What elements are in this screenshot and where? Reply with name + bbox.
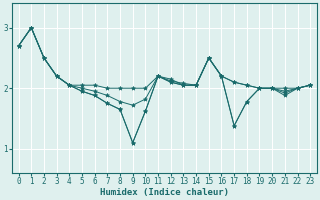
- X-axis label: Humidex (Indice chaleur): Humidex (Indice chaleur): [100, 188, 229, 197]
